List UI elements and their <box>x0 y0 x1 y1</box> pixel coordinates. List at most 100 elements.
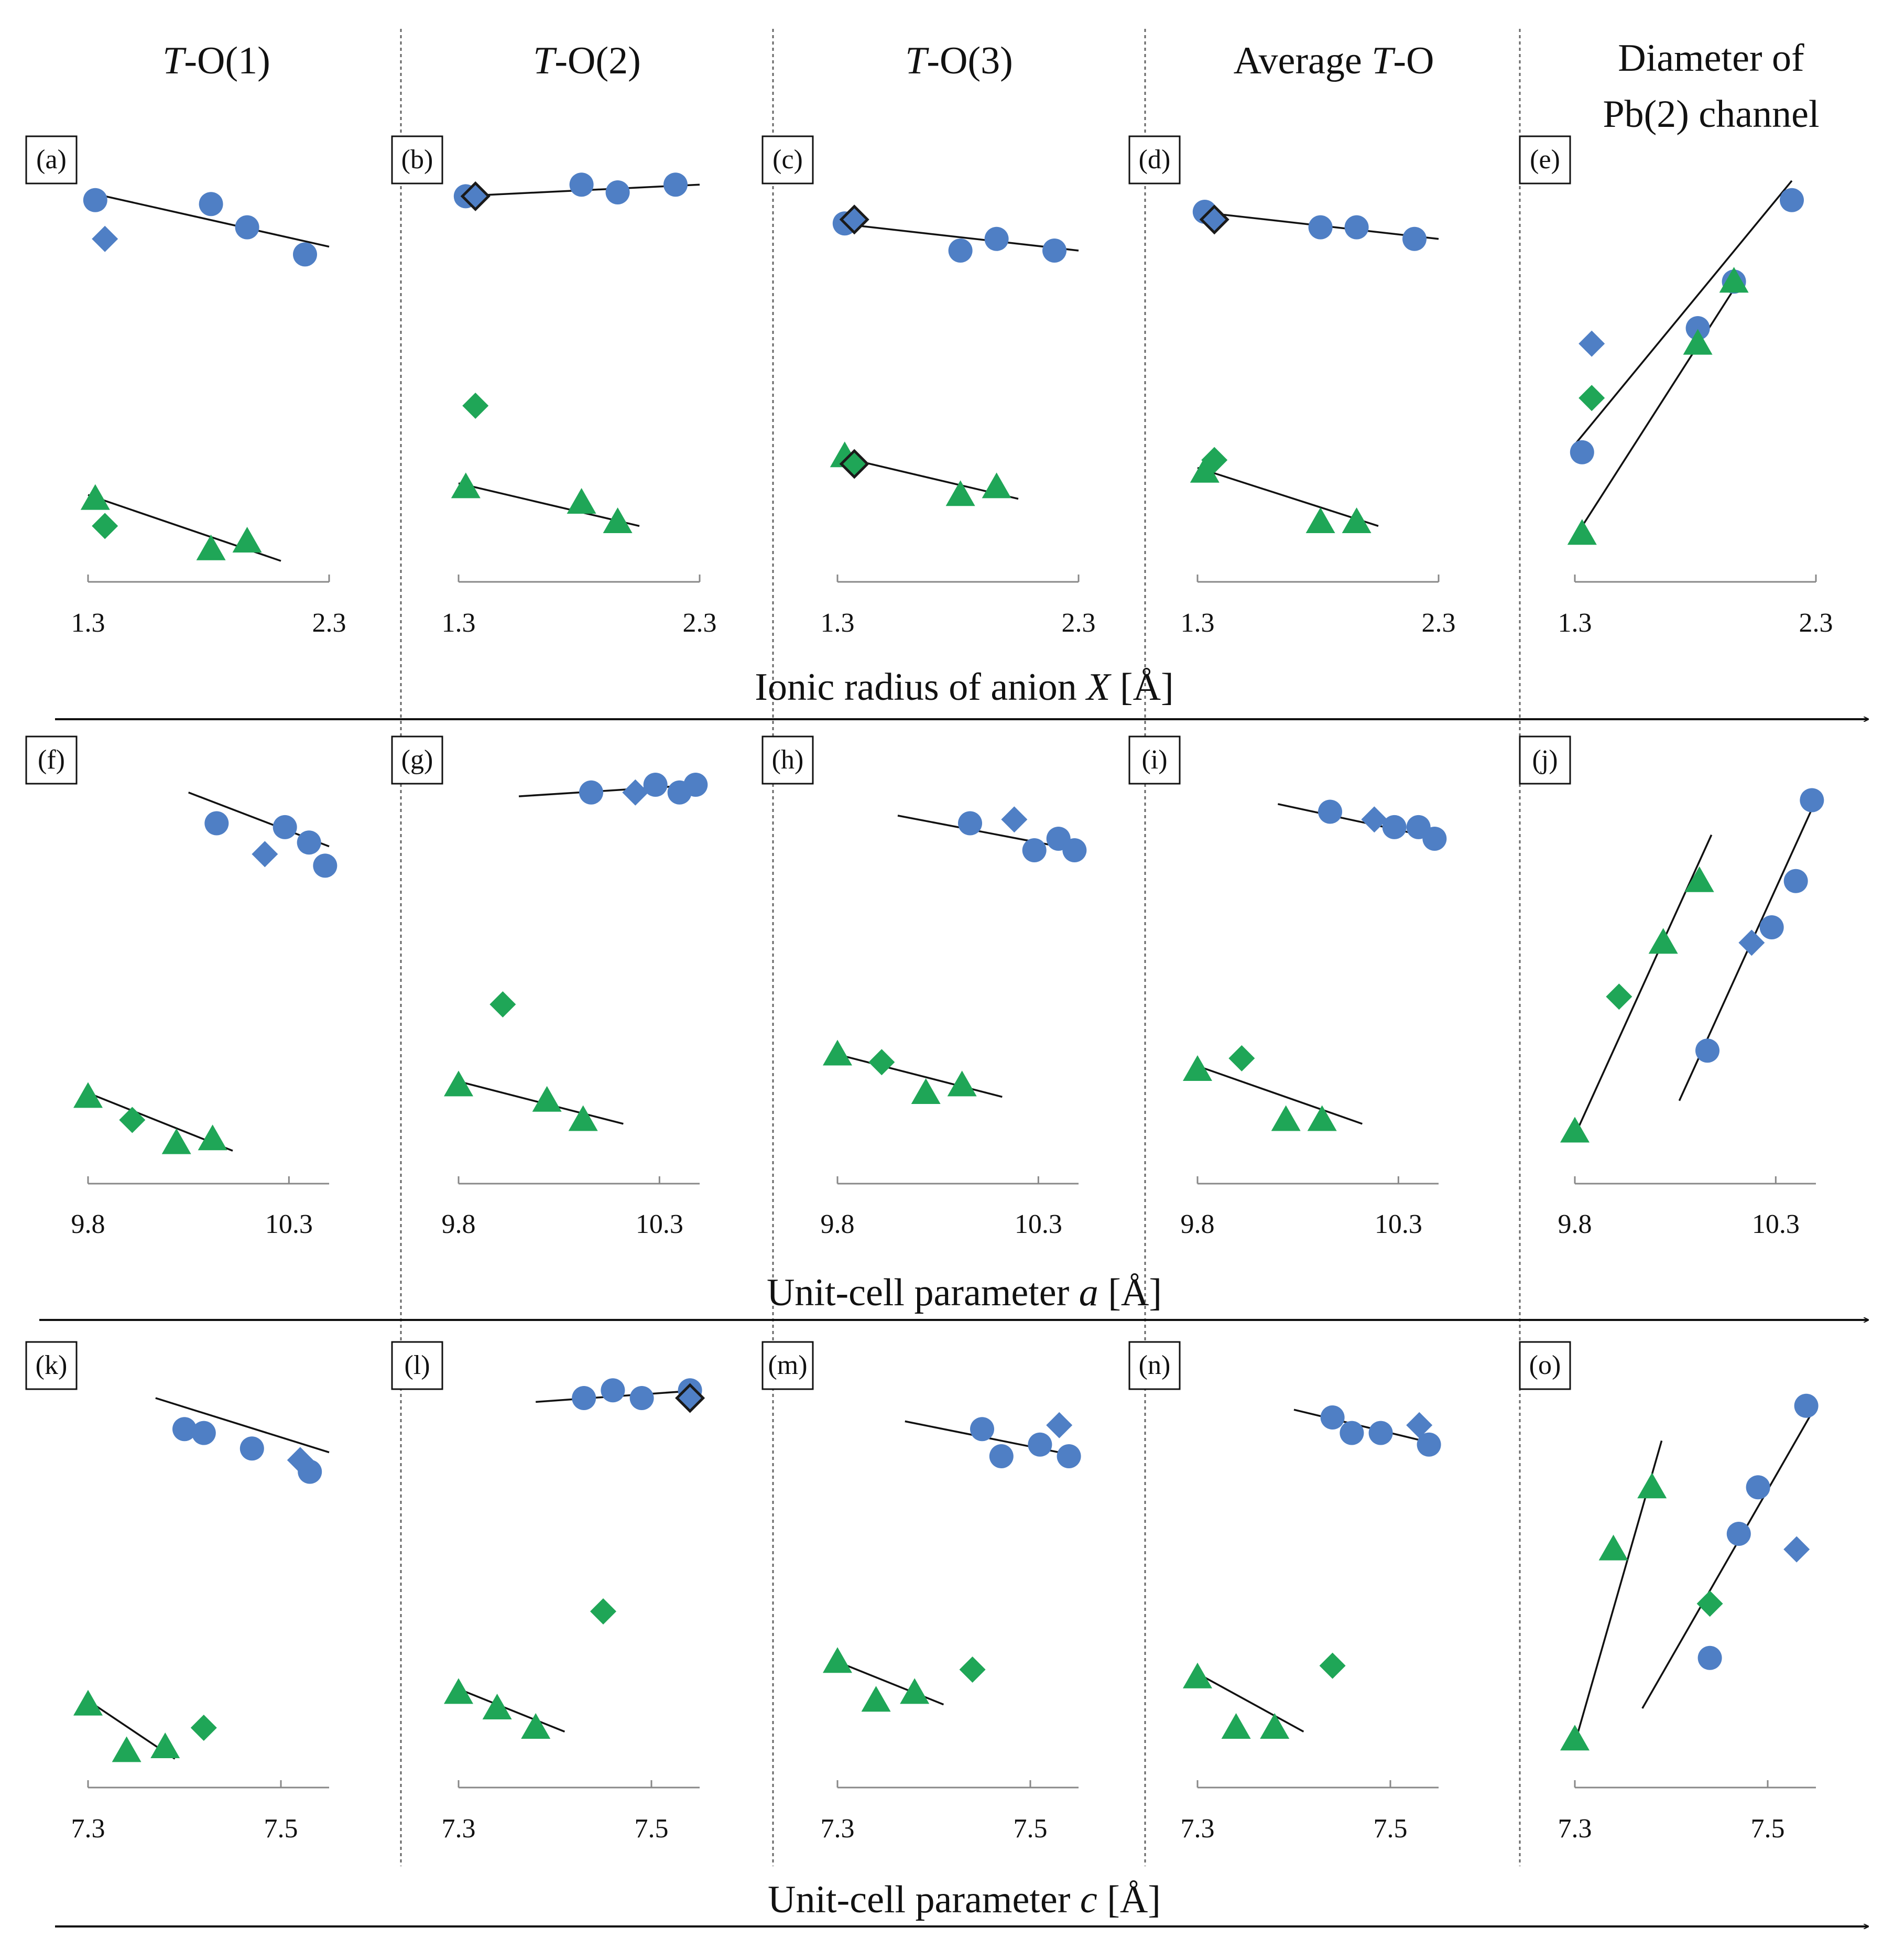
data-point-blue-circle <box>629 1386 654 1410</box>
col-title-to2: T-O(2) <box>533 39 641 82</box>
x-tick-label: 9.8 <box>1181 1209 1215 1239</box>
panel-label-text: (l) <box>404 1350 430 1380</box>
fit-line <box>458 1688 565 1733</box>
data-point-green-triangle <box>1305 507 1335 533</box>
data-point-green-triangle <box>567 488 596 514</box>
data-point-green-triangle <box>482 1694 512 1719</box>
data-point-green-triangle <box>444 1678 473 1704</box>
data-point-green-diamond <box>1319 1652 1346 1679</box>
fit-line <box>1574 834 1713 1136</box>
panel-label: (h) <box>761 735 814 785</box>
x-tick-label: 1.3 <box>1558 608 1592 638</box>
panel-label: (o) <box>1519 1341 1571 1390</box>
panel-label-box <box>391 735 443 785</box>
axis-a-pb2: 9.8 10.3 <box>1558 1176 1816 1239</box>
panel-a: (a) <box>25 135 330 562</box>
data-point-blue-diamond <box>287 1447 313 1474</box>
panel-g: (g) <box>391 735 708 1131</box>
data-point-green-triangle <box>1271 1105 1301 1131</box>
data-point-blue-circle <box>1570 440 1594 464</box>
x-tick-label: 10.3 <box>636 1209 683 1239</box>
panel-label: (j) <box>1519 735 1571 785</box>
panel-c: (c) <box>761 135 1079 506</box>
data-point-green-triangle <box>911 1078 941 1104</box>
panel-label: (c) <box>761 135 814 185</box>
axis-radius-to3: 1.3 2.3 <box>821 575 1096 638</box>
axis-a-to3: 9.8 10.3 <box>821 1176 1079 1239</box>
x-tick-label: 2.3 <box>1799 608 1833 638</box>
fit-line <box>1197 1672 1304 1732</box>
panel-label: (g) <box>391 735 443 785</box>
panel-label-text: (e) <box>1530 145 1560 175</box>
data-point-green-triangle <box>161 1128 191 1154</box>
data-point-green-triangle <box>521 1713 551 1739</box>
row-axis-label-radius: Ionic radius of anion X [Å] <box>755 666 1173 709</box>
data-point-green-triangle <box>982 472 1011 499</box>
panel-label-text: (a) <box>36 145 67 175</box>
panel-b: (b) <box>391 135 700 533</box>
x-tick-label: 10.3 <box>1375 1209 1422 1239</box>
data-point-blue-diamond <box>1579 330 1605 357</box>
data-point-blue-circle <box>293 242 317 267</box>
data-point-green-triangle <box>1560 1117 1590 1143</box>
data-point-green-triangle <box>150 1732 180 1758</box>
data-point-blue-circle <box>313 853 338 878</box>
col-title-pb2-line2: Pb(2) channel <box>1603 93 1819 136</box>
data-point-green-triangle <box>1221 1713 1251 1739</box>
row-axes: Ionic radius of anion X [Å] Unit-cell pa… <box>39 666 1868 1926</box>
panel-label-box <box>1128 135 1181 185</box>
fit-line <box>88 191 330 248</box>
panel-label-text: (j) <box>1532 745 1558 775</box>
data-point-blue-circle <box>1057 1444 1081 1468</box>
data-point-blue-circle <box>1422 826 1447 851</box>
panel-label-text: (h) <box>772 745 804 775</box>
data-point-green-diamond <box>959 1656 986 1683</box>
panel-label: (b) <box>391 135 443 185</box>
fit-line <box>1197 1065 1363 1125</box>
data-point-green-triangle <box>1183 1662 1212 1688</box>
x-tick-label: 9.8 <box>1558 1209 1592 1239</box>
data-point-blue-circle <box>1062 838 1087 862</box>
data-point-blue-circle <box>970 1417 994 1442</box>
fit-line <box>155 1397 330 1454</box>
data-point-blue-circle <box>1685 316 1710 340</box>
data-point-blue-circle <box>1042 239 1066 263</box>
data-point-blue-diamond <box>839 204 869 235</box>
panel-label-box <box>25 1341 78 1390</box>
data-point-blue-circle <box>1759 915 1784 939</box>
fit-line <box>1197 467 1379 527</box>
panel-label: (m) <box>761 1341 814 1390</box>
col-title-pb2-line1: Diameter of <box>1618 37 1804 80</box>
data-point-blue-diamond <box>622 779 649 806</box>
x-tick-label: 9.8 <box>821 1209 855 1239</box>
data-point-green-triangle <box>1637 1472 1667 1499</box>
panel-f: (f) <box>25 735 338 1154</box>
panel-l: (l) <box>391 1341 705 1739</box>
panel-k: (k) <box>25 1341 330 1762</box>
panel-label-box <box>391 1341 443 1390</box>
fit-line <box>1293 1409 1439 1446</box>
data-point-blue-circle <box>1794 1393 1819 1418</box>
data-point-blue-diamond <box>252 841 278 868</box>
data-point-blue-circle <box>572 1386 596 1410</box>
data-point-green-triangle <box>1190 457 1220 483</box>
data-point-blue-circle <box>1344 215 1369 240</box>
data-point-blue-circle <box>1340 1421 1364 1445</box>
data-point-blue-circle <box>1697 1645 1722 1670</box>
panel-label-box <box>761 1341 814 1390</box>
data-point-blue-circle <box>235 215 259 240</box>
panel-label-box <box>1128 735 1181 785</box>
data-point-blue-circle <box>1320 1405 1345 1430</box>
row-axis-label-a: Unit-cell parameter a [Å] <box>767 1271 1162 1314</box>
axis-c-to1: 7.3 7.5 <box>71 1780 329 1844</box>
data-point-blue-circle <box>273 815 297 839</box>
x-tick-label: 7.5 <box>1374 1814 1408 1844</box>
data-point-green-diamond <box>190 1715 217 1741</box>
axis-c-avg: 7.3 7.5 <box>1181 1780 1439 1844</box>
data-point-green-diamond <box>1579 385 1605 412</box>
panel-e: (e) <box>1519 135 1804 545</box>
data-point-blue-circle <box>601 1378 625 1403</box>
data-point-blue-diamond <box>1046 1412 1073 1438</box>
data-point-blue-diamond <box>1738 929 1765 956</box>
data-point-green-diamond <box>1201 447 1228 473</box>
